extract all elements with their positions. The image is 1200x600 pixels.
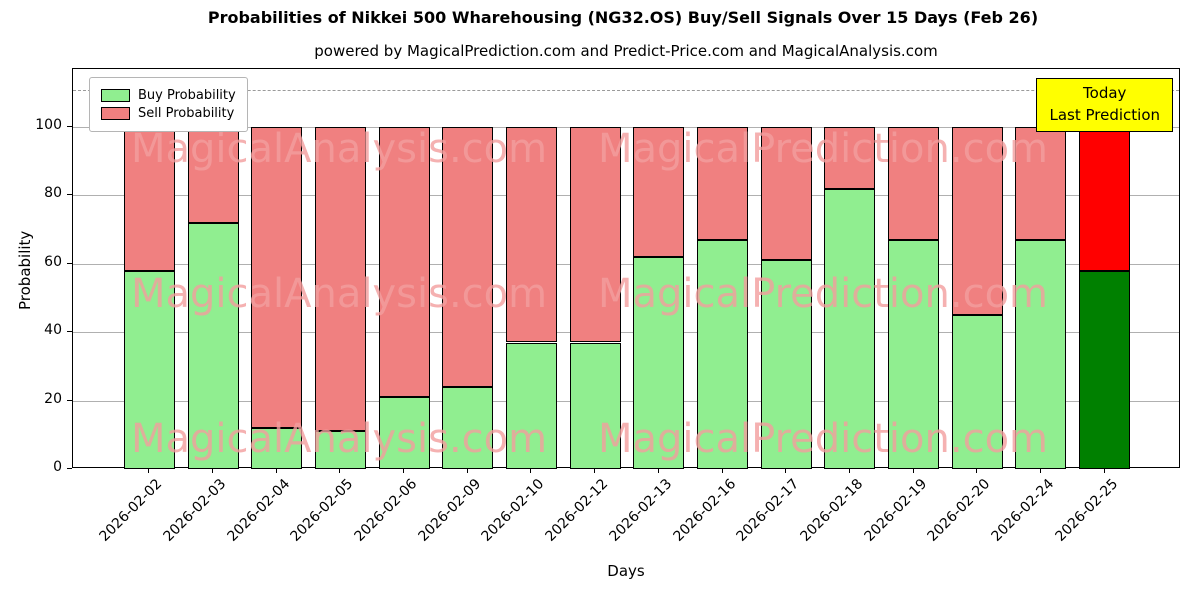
bar-buy-segment bbox=[314, 431, 366, 469]
legend-entry-sell: Sell Probability bbox=[101, 106, 236, 121]
y-tick-mark bbox=[67, 468, 72, 469]
x-tick-label: 2026-02-09 bbox=[415, 476, 485, 545]
bar-buy-segment bbox=[442, 386, 494, 469]
bar-sell-segment bbox=[442, 127, 494, 387]
bar-buy-segment bbox=[888, 239, 940, 469]
x-tick-label: 2026-02-10 bbox=[478, 476, 548, 545]
bar-buy-segment bbox=[824, 188, 876, 469]
x-tick-mark bbox=[657, 468, 659, 473]
x-tick-label: 2026-02-03 bbox=[160, 476, 230, 545]
x-tick-label: 2026-02-20 bbox=[924, 476, 994, 545]
bar-buy-segment bbox=[760, 260, 812, 469]
gridline-y60 bbox=[73, 263, 1179, 265]
gridline-y40 bbox=[73, 332, 1179, 334]
x-tick-label: 2026-02-02 bbox=[96, 476, 166, 545]
x-tick-mark bbox=[530, 468, 532, 473]
bar-sell-segment bbox=[378, 127, 430, 398]
chart-title: Probabilities of Nikkei 500 Wharehousing… bbox=[207, 8, 1039, 27]
gridline-y20 bbox=[73, 400, 1179, 402]
x-tick-label: 2026-02-18 bbox=[797, 476, 867, 545]
y-tick-mark bbox=[67, 126, 72, 128]
today-annotation-line1: Today bbox=[1083, 84, 1127, 102]
bar-sell-segment bbox=[1015, 127, 1067, 240]
x-tick-mark bbox=[466, 468, 468, 473]
bar-sell-segment bbox=[760, 127, 812, 261]
bar-sell-segment bbox=[251, 127, 303, 428]
buy-swatch-icon bbox=[101, 89, 130, 102]
bar-buy-segment bbox=[951, 315, 1003, 469]
x-tick-label: 2026-02-19 bbox=[861, 476, 930, 545]
x-tick-label: 2026-02-16 bbox=[669, 476, 739, 545]
gridline-y80 bbox=[73, 195, 1179, 197]
bar-buy-segment bbox=[378, 397, 430, 469]
bar-buy-segment bbox=[1015, 239, 1067, 469]
x-tick-label: 2026-02-13 bbox=[606, 476, 676, 545]
x-tick-mark bbox=[912, 468, 914, 473]
plot-area: Buy Probability Sell Probability Today L… bbox=[72, 68, 1180, 469]
dashed-threshold-line bbox=[73, 89, 1179, 91]
chart-subtitle: powered by MagicalPrediction.com and Pre… bbox=[314, 42, 938, 60]
bar-sell-segment bbox=[888, 127, 940, 240]
bar-buy-segment bbox=[506, 342, 557, 469]
x-tick-mark bbox=[1103, 468, 1105, 473]
bar-sell-segment bbox=[314, 127, 366, 432]
bar-sell-segment bbox=[123, 127, 175, 271]
y-tick-mark bbox=[67, 262, 72, 264]
bar-sell-segment bbox=[824, 127, 876, 189]
legend: Buy Probability Sell Probability bbox=[89, 77, 248, 132]
x-tick-mark bbox=[339, 468, 341, 473]
y-tick-label: 40 bbox=[44, 322, 62, 339]
legend-sell-label: Sell Probability bbox=[138, 106, 235, 121]
x-tick-label: 2026-02-04 bbox=[224, 476, 294, 545]
x-tick-label: 2026-02-24 bbox=[988, 476, 1058, 545]
bar-buy-segment bbox=[1079, 270, 1131, 469]
y-tick-label: 0 bbox=[53, 459, 62, 475]
x-axis-label: Days bbox=[607, 562, 645, 580]
x-tick-label: 2026-02-12 bbox=[542, 476, 612, 545]
bar-sell-segment bbox=[633, 127, 685, 258]
x-tick-mark bbox=[403, 468, 405, 473]
y-tick-mark bbox=[67, 331, 72, 333]
x-tick-label: 2026-02-25 bbox=[1052, 476, 1121, 545]
x-tick-mark bbox=[848, 468, 850, 473]
y-tick-label: 60 bbox=[44, 253, 62, 270]
today-annotation: Today Last Prediction bbox=[1036, 78, 1173, 132]
gridline-y100 bbox=[73, 127, 1179, 129]
legend-buy-label: Buy Probability bbox=[138, 88, 236, 103]
x-tick-mark bbox=[594, 468, 596, 473]
x-tick-mark bbox=[275, 468, 277, 473]
bar-buy-segment bbox=[633, 257, 685, 469]
y-tick-label: 80 bbox=[44, 185, 62, 202]
bar-sell-segment bbox=[569, 127, 621, 343]
y-tick-label: 100 bbox=[35, 117, 62, 134]
x-tick-mark bbox=[212, 468, 214, 473]
legend-entry-buy: Buy Probability bbox=[101, 88, 236, 103]
x-tick-mark bbox=[785, 468, 787, 473]
bar-buy-segment bbox=[187, 222, 239, 469]
x-tick-label: 2026-02-17 bbox=[733, 476, 803, 545]
bar-sell-segment bbox=[697, 127, 748, 240]
x-tick-label: 2026-02-06 bbox=[351, 476, 421, 545]
today-annotation-line2: Last Prediction bbox=[1049, 105, 1160, 124]
x-tick-mark bbox=[721, 468, 723, 473]
bar-sell-segment bbox=[951, 127, 1003, 316]
bar-sell-segment bbox=[1079, 127, 1131, 271]
x-tick-mark bbox=[976, 468, 978, 473]
y-axis-label: Probability bbox=[16, 230, 34, 310]
y-tick-label: 20 bbox=[44, 390, 62, 407]
bar-sell-segment bbox=[506, 127, 557, 343]
bar-buy-segment bbox=[123, 270, 175, 469]
x-tick-mark bbox=[148, 468, 150, 473]
bar-buy-segment bbox=[251, 427, 303, 469]
x-tick-mark bbox=[1039, 468, 1041, 473]
x-tick-label: 2026-02-05 bbox=[287, 476, 357, 545]
bar-buy-segment bbox=[697, 239, 748, 469]
bar-sell-segment bbox=[187, 127, 239, 223]
bar-buy-segment bbox=[569, 342, 621, 469]
y-tick-mark bbox=[67, 194, 72, 196]
y-tick-mark bbox=[67, 399, 72, 401]
sell-swatch-icon bbox=[101, 107, 130, 120]
